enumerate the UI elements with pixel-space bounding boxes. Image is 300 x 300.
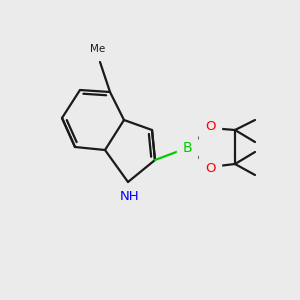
Text: O: O (205, 161, 215, 175)
Text: NH: NH (120, 190, 140, 202)
Text: Me: Me (90, 44, 106, 54)
Text: B: B (182, 141, 192, 155)
Text: O: O (205, 121, 215, 134)
